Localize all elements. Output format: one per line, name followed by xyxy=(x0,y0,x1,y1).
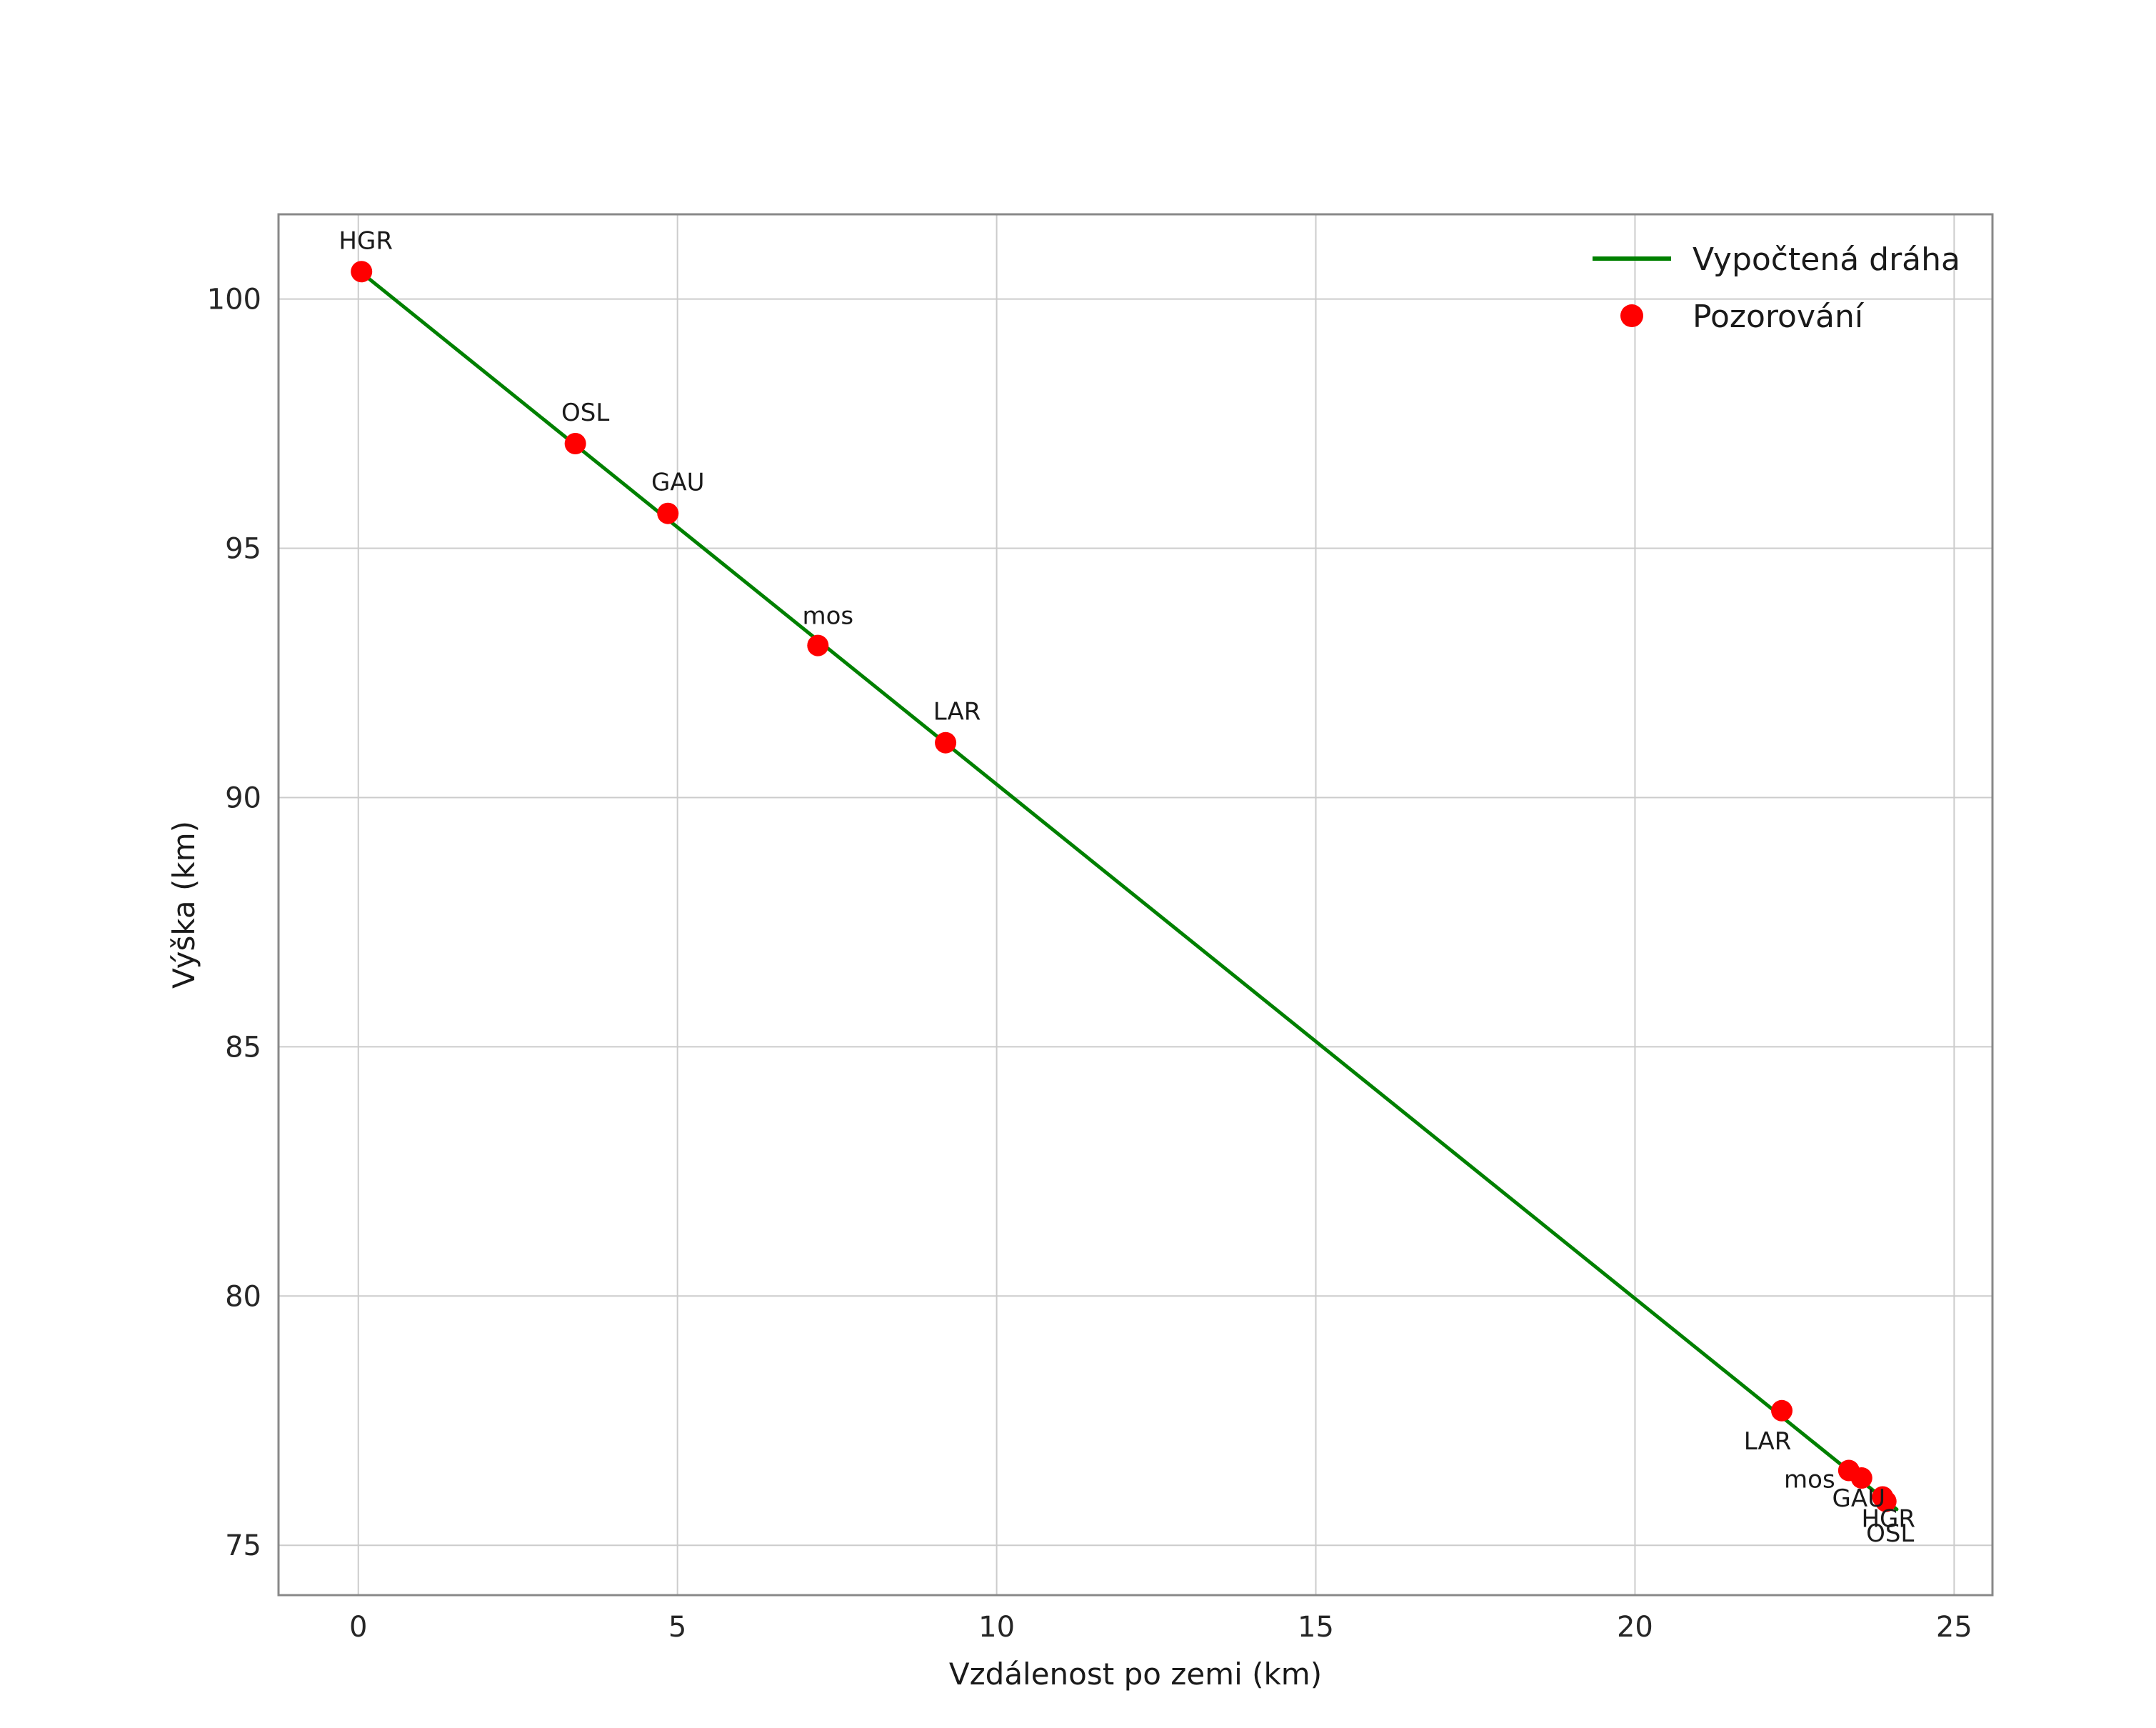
y-tick-label: 95 xyxy=(225,533,261,566)
x-tick-label: 20 xyxy=(1617,1611,1653,1644)
observation-point xyxy=(807,634,829,656)
observation-point xyxy=(935,731,957,754)
point-label: GAU xyxy=(1832,1484,1886,1513)
point-label: OSL xyxy=(561,399,609,427)
point-label: HGR xyxy=(1861,1505,1915,1534)
observation-point xyxy=(564,433,586,455)
legend: Vypočtená dráha Pozorování xyxy=(1593,241,1960,335)
x-tick-label: 0 xyxy=(349,1611,367,1644)
observation-point xyxy=(1771,1399,1793,1422)
legend-label: Pozorování xyxy=(1693,299,1865,335)
y-tick-label: 75 xyxy=(225,1529,261,1562)
y-axis-label: Výška (km) xyxy=(166,821,201,989)
observation-point xyxy=(1875,1490,1897,1512)
point-label: mos xyxy=(1784,1466,1835,1494)
observation-point xyxy=(1850,1467,1872,1489)
plot-frame xyxy=(277,213,1994,1597)
trajectory-line xyxy=(356,268,1899,1512)
x-tick-label: 25 xyxy=(1936,1611,1972,1644)
legend-label: Vypočtená dráha xyxy=(1693,241,1960,278)
x-tick-label: 10 xyxy=(978,1611,1015,1644)
point-label: mos xyxy=(802,602,853,631)
observation-point xyxy=(657,502,679,524)
point-label: LAR xyxy=(1744,1427,1792,1456)
x-tick-label: 15 xyxy=(1298,1611,1334,1644)
observation-point xyxy=(351,261,373,283)
y-tick-label: 100 xyxy=(207,284,261,316)
x-tick-label: 5 xyxy=(668,1611,686,1644)
point-label: GAU xyxy=(651,469,705,497)
point-label: OSL xyxy=(1866,1519,1914,1548)
point-label: LAR xyxy=(933,698,981,726)
x-axis-label: Vzdálenost po zemi (km) xyxy=(949,1657,1322,1692)
y-tick-label: 85 xyxy=(225,1031,261,1064)
legend-marker-sample xyxy=(1620,304,1643,327)
y-tick-label: 90 xyxy=(225,781,261,814)
point-label: HGR xyxy=(339,226,393,255)
y-tick-label: 80 xyxy=(225,1280,261,1313)
